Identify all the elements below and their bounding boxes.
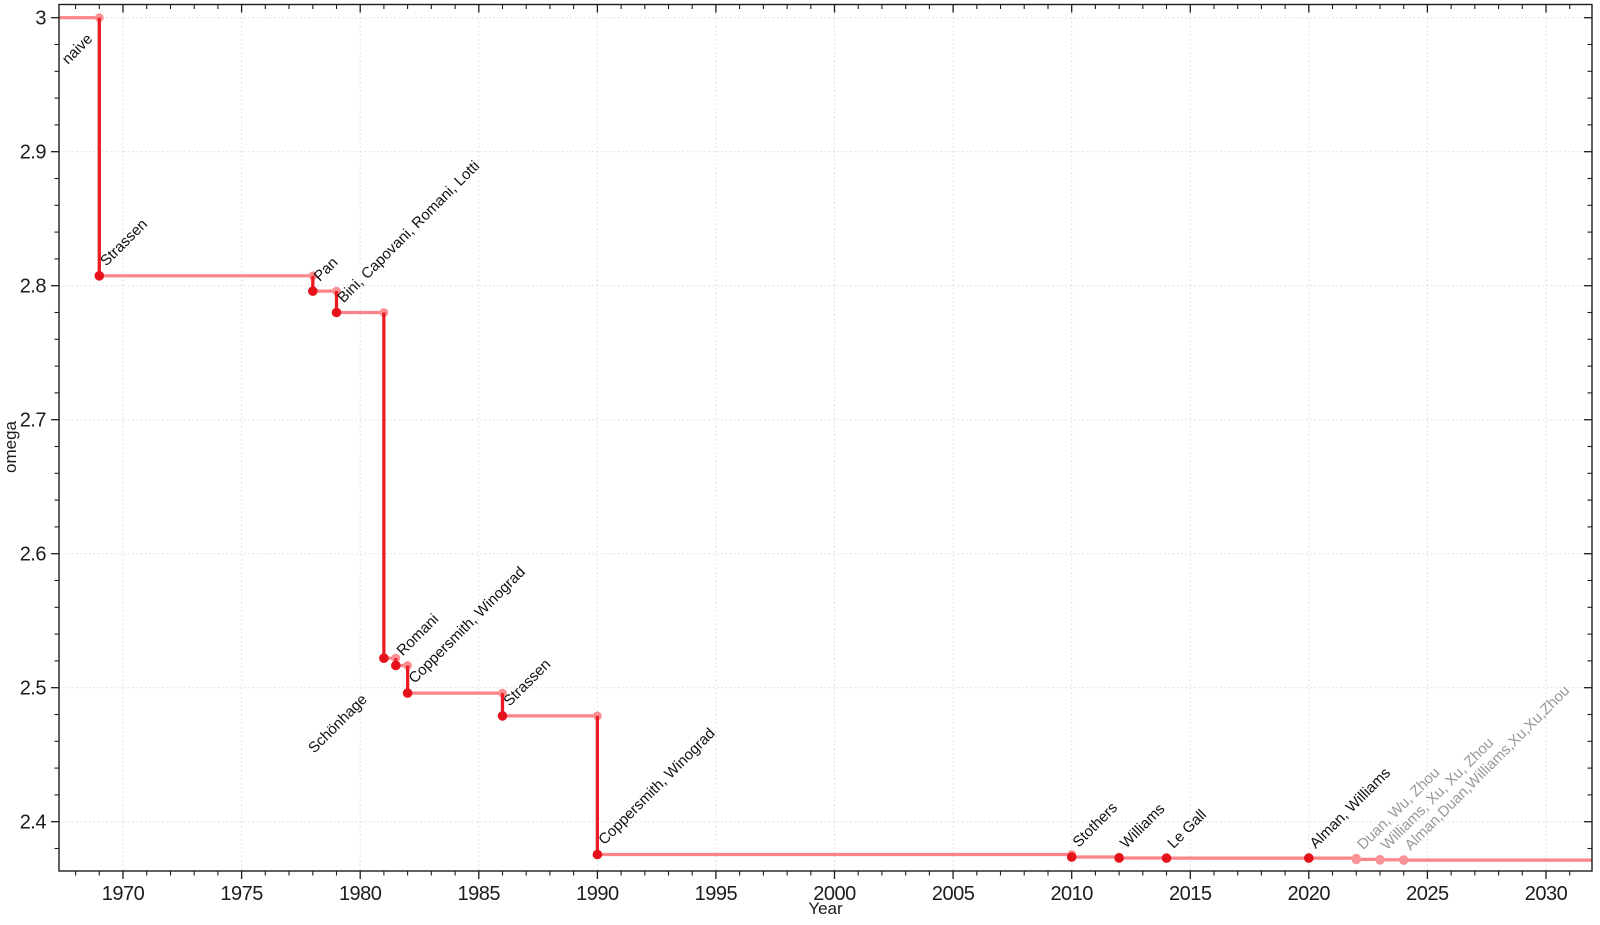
x-tick-label-2010: 2010: [1050, 883, 1093, 905]
data-point-romani-1981: [391, 660, 401, 671]
step-line: [59, 16, 1592, 862]
annotation-williams-xu-xu-zhou: Williams, Xu, Xu, Zhou: [1378, 734, 1497, 853]
y-tick-label-2.5: 2.5: [20, 678, 47, 700]
x-tick-label-1985: 1985: [458, 883, 501, 905]
annotation-coppersmith-winograd: Coppersmith, Winograd: [595, 725, 718, 848]
x-axis: 1970 1975 1980 1985 1990 1995 2000 2005 2010 2015…: [75, 4, 1571, 905]
axes: 1970 1975 1980 1985 1990 1995 2000 2005 2010 2015…: [1, 3, 1593, 918]
x-tick-label-2030: 2030: [1525, 883, 1568, 905]
plot-border: [58, 3, 1593, 872]
data-point-duan-wu-zhou-2022: [1351, 854, 1362, 865]
x-tick-label-1995: 1995: [695, 883, 738, 905]
data-point-alman-williams-2020: [1304, 853, 1314, 863]
data-point-bini-capovani-romani-lotti-1979: [331, 307, 342, 318]
annotation-naive: naive: [59, 31, 96, 68]
omega-series: [59, 13, 1592, 865]
x-tick-label-2015: 2015: [1169, 883, 1212, 905]
x-tick-label-2020: 2020: [1288, 883, 1331, 905]
y-axis: 2.4 2.5 2.6 2.7 2.8 2.9 3: [20, 8, 1592, 850]
annotation-sch-nhage: Schönhage: [305, 691, 371, 757]
y-tick-label-2.6: 2.6: [20, 544, 47, 566]
corner-point-romani: [391, 653, 401, 663]
x-tick-label-1970: 1970: [102, 883, 145, 905]
data-point-strassen-1969: [94, 271, 105, 281]
data-point-le-gall-2014: [1161, 853, 1172, 863]
annotation-le-gall: Le Gall: [1164, 806, 1210, 852]
annotation-stothers: Stothers: [1070, 799, 1122, 851]
annotation-pan: Pan: [311, 254, 342, 285]
y-tick-label-2.8: 2.8: [20, 276, 47, 298]
annotation-strassen: Strassen: [97, 216, 151, 270]
x-tick-label-2025: 2025: [1406, 883, 1449, 905]
data-point-williams-xu-xu-zhou-2023: [1375, 855, 1385, 865]
annotation-strassen: Strassen: [500, 656, 554, 710]
x-tick-label-2000: 2000: [813, 883, 856, 905]
y-tick-label-3: 3: [35, 8, 46, 30]
grid: [59, 4, 1592, 871]
data-point-coppersmith-winograd-1982: [402, 688, 413, 698]
data-point-sch-nhage-1981: [379, 653, 389, 663]
y-axis-title: omega: [1, 420, 20, 473]
annotation-williams: Williams: [1117, 800, 1168, 851]
x-tick-label-1975: 1975: [220, 883, 263, 905]
data-point-pan-1978: [308, 286, 318, 296]
data-point-coppersmith-winograd-1990: [592, 849, 603, 860]
data-point-stothers-2010: [1066, 852, 1077, 862]
data-point-williams-2012: [1114, 853, 1124, 863]
annotation-bini-capovani-romani-lotti: Bini, Capovani, Romani, Lotti: [334, 158, 483, 307]
y-tick-label-2.7: 2.7: [20, 410, 47, 432]
x-tick-label-2005: 2005: [932, 883, 975, 905]
x-tick-label-1990: 1990: [576, 883, 619, 905]
x-tick-label-1980: 1980: [339, 883, 382, 905]
data-point-alman-duan-williams-xu-xu-zhou-2024: [1398, 855, 1409, 865]
x-axis-title: Year: [808, 899, 843, 918]
y-tick-label-2.9: 2.9: [20, 142, 47, 164]
data-point-strassen-1986: [497, 711, 508, 721]
y-tick-label-2.4: 2.4: [20, 812, 47, 834]
